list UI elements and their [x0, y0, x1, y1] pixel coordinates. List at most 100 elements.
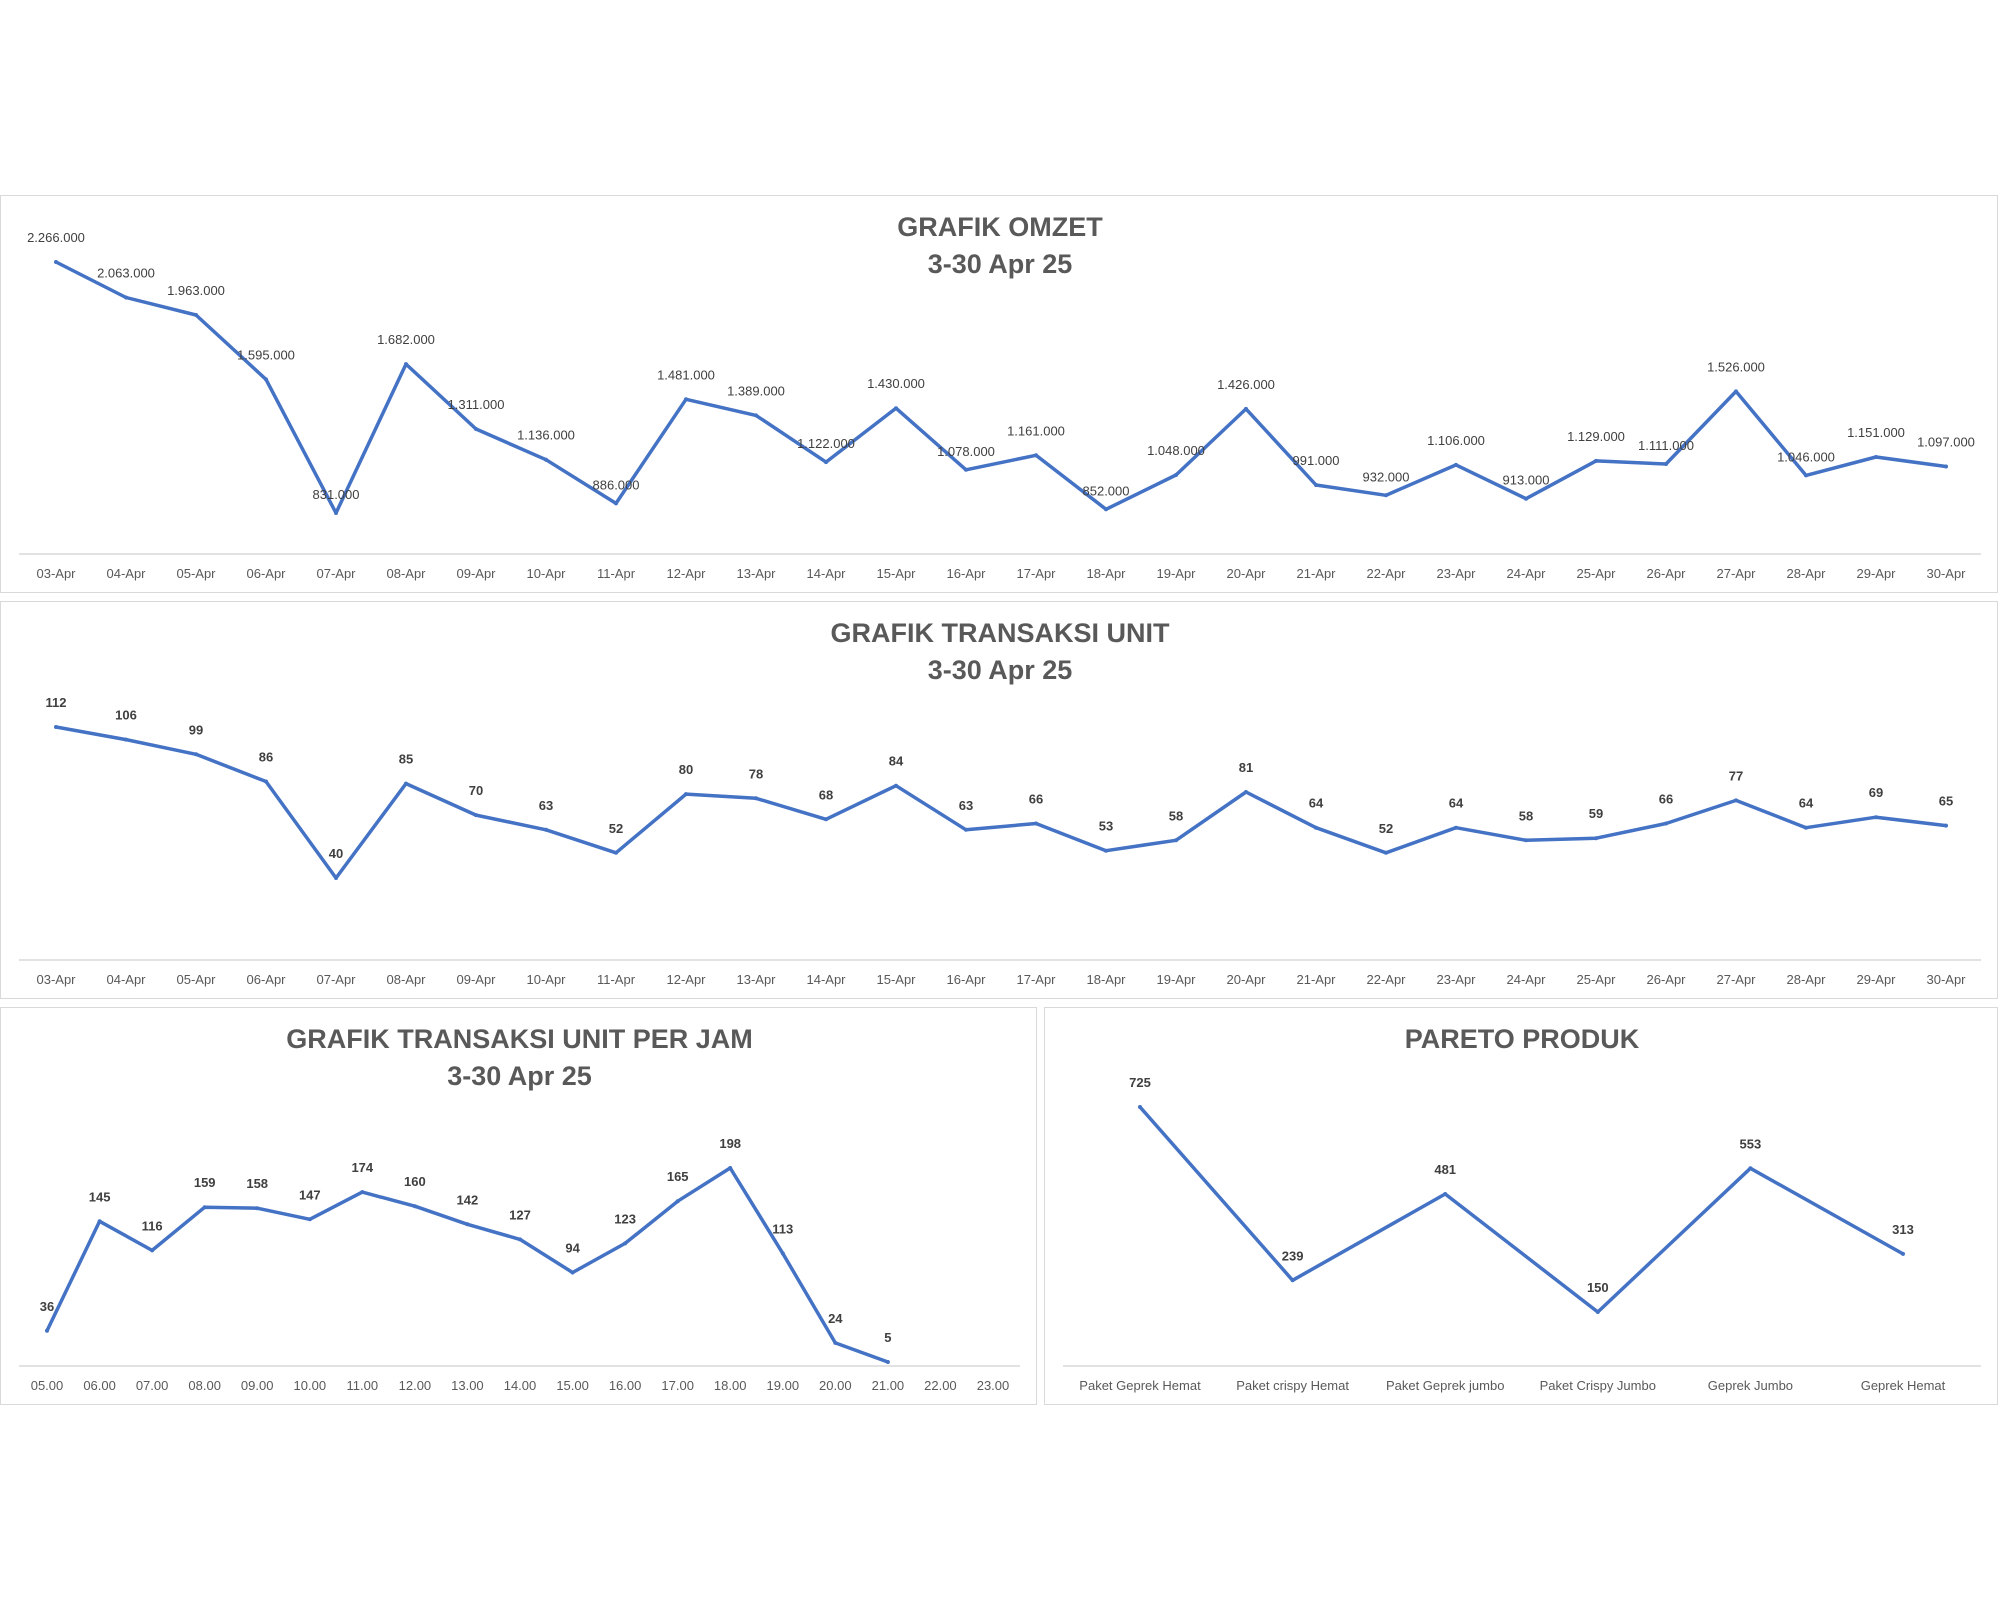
omzet-x-tick-label: 16-Apr — [946, 566, 986, 581]
transaksi-x-tick-label: 25-Apr — [1576, 972, 1616, 987]
omzet-data-label: 1.129.000 — [1567, 429, 1625, 444]
per-jam-x-tick-label: 22.00 — [924, 1378, 957, 1393]
omzet-point — [1384, 493, 1388, 498]
per-jam-x-tick-label: 08.00 — [188, 1378, 221, 1393]
omzet-x-tick-label: 03-Apr — [36, 566, 76, 581]
per-jam-title: GRAFIK TRANSAKSI UNIT PER JAM — [286, 1024, 753, 1054]
transaksi-point — [1454, 825, 1458, 830]
per-jam-x-tick-label: 20.00 — [819, 1378, 852, 1393]
transaksi-series-line — [54, 725, 1948, 880]
pareto-point — [1290, 1278, 1295, 1283]
omzet-data-label: 1.389.000 — [727, 383, 785, 398]
pareto-title: PARETO PRODUK — [1405, 1024, 1640, 1054]
omzet-data-label: 1.526.000 — [1707, 359, 1765, 374]
omzet-title: GRAFIK OMZET — [897, 212, 1103, 242]
transaksi-x-tick-label: 04-Apr — [106, 972, 146, 987]
transaksi-x-tick-label: 11-Apr — [597, 972, 636, 987]
pareto-produk-chart: PARETO PRODUK 725 239 481 150 553 313 Paket Gep… — [1063, 1024, 1981, 1393]
omzet-point — [894, 406, 898, 411]
transaksi-unit-chart: GRAFIK TRANSAKSI UNIT 3-30 Apr 25 112 106 99… — [19, 618, 1981, 987]
pareto-produk-chart-panel: PARETO PRODUK 725 239 481 150 553 313 Paket Gep… — [1044, 1007, 1998, 1405]
per-jam-x-tick-label: 09.00 — [241, 1378, 274, 1393]
transaksi-x-tick-label: 18-Apr — [1086, 972, 1126, 987]
transaksi-data-label: 58 — [1169, 808, 1183, 823]
transaksi-x-tick-label: 05-Apr — [176, 972, 216, 987]
transaksi-x-tick-label: 21-Apr — [1296, 972, 1336, 987]
omzet-point — [544, 457, 548, 462]
omzet-data-label: 1.430.000 — [867, 376, 925, 391]
pareto-series-line — [1138, 1105, 1905, 1314]
omzet-point — [684, 397, 688, 402]
per-jam-x-tick-label: 19.00 — [767, 1378, 800, 1393]
per-jam-subtitle: 3-30 Apr 25 — [447, 1061, 592, 1091]
transaksi-point — [1874, 815, 1878, 820]
per-jam-point — [518, 1237, 522, 1242]
transaksi-data-label: 86 — [259, 750, 273, 765]
transaksi-x-tick-label: 30-Apr — [1926, 972, 1966, 987]
omzet-data-label: 1.161.000 — [1007, 423, 1065, 438]
per-jam-x-tick-label: 10.00 — [294, 1378, 327, 1393]
pareto-point — [1748, 1166, 1753, 1171]
omzet-point — [474, 427, 478, 431]
per-jam-data-label: 123 — [614, 1211, 636, 1226]
transaksi-x-tick-label: 28-Apr — [1786, 972, 1826, 987]
transaksi-data-label: 66 — [1659, 792, 1673, 807]
per-jam-x-tick-label: 13.00 — [451, 1378, 484, 1393]
transaksi-point — [964, 827, 968, 832]
omzet-point — [404, 362, 408, 367]
per-jam-point — [360, 1190, 365, 1195]
omzet-point — [1664, 462, 1668, 466]
transaksi-data-label: 52 — [1379, 821, 1393, 836]
per-jam-data-label: 142 — [457, 1192, 479, 1207]
pareto-x-tick-label: Geprek Jumbo — [1708, 1378, 1793, 1393]
transaksi-point — [544, 827, 548, 832]
omzet-x-tick-label: 11-Apr — [597, 566, 636, 581]
omzet-subtitle: 3-30 Apr 25 — [928, 249, 1073, 279]
transaksi-point — [264, 779, 268, 784]
omzet-point — [1804, 473, 1808, 478]
per-jam-data-label: 158 — [246, 1176, 268, 1191]
per-jam-data-label: 113 — [772, 1221, 793, 1236]
transaksi-x-tick-label: 24-Apr — [1506, 972, 1546, 987]
transaksi-data-label: 78 — [749, 766, 763, 781]
omzet-x-tick-label: 13-Apr — [736, 566, 776, 581]
omzet-x-tick-label: 19-Apr — [1156, 566, 1196, 581]
omzet-point — [1174, 473, 1178, 477]
omzet-x-tick-label: 26-Apr — [1646, 566, 1686, 581]
omzet-point — [1034, 453, 1038, 458]
pareto-x-tick-label: Paket Geprek Hemat — [1079, 1378, 1201, 1393]
pareto-x-tick-label: Paket Geprek jumbo — [1386, 1378, 1505, 1393]
transaksi-per-jam-chart-panel: GRAFIK TRANSAKSI UNIT PER JAM 3-30 Apr 25… — [0, 1007, 1037, 1405]
omzet-x-tick-label: 23-Apr — [1436, 566, 1476, 581]
omzet-data-label: 1.048.000 — [1147, 443, 1205, 458]
transaksi-point — [1174, 838, 1178, 843]
omzet-point — [1104, 507, 1108, 512]
transaksi-subtitle: 3-30 Apr 25 — [928, 655, 1073, 685]
transaksi-x-tick-label: 03-Apr — [36, 972, 76, 987]
omzet-point — [194, 313, 198, 317]
transaksi-data-label: 84 — [889, 754, 904, 769]
transaksi-x-tick-label: 10-Apr — [526, 972, 566, 987]
transaksi-data-label: 52 — [609, 821, 623, 836]
omzet-point — [964, 467, 968, 472]
per-jam-x-tick-label: 05.00 — [31, 1378, 64, 1393]
pareto-data-label: 313 — [1892, 1222, 1914, 1237]
transaksi-point — [194, 752, 198, 757]
per-jam-data-label: 160 — [404, 1174, 426, 1189]
omzet-point — [1734, 389, 1738, 394]
per-jam-point — [255, 1206, 260, 1211]
per-jam-data-label: 147 — [299, 1187, 321, 1202]
transaksi-point — [124, 737, 128, 742]
per-jam-x-tick-label: 21.00 — [872, 1378, 905, 1393]
pareto-data-label: 725 — [1129, 1075, 1151, 1090]
per-jam-point — [623, 1241, 628, 1246]
per-jam-x-tick-label: 06.00 — [83, 1378, 116, 1393]
omzet-x-tick-label: 25-Apr — [1576, 566, 1616, 581]
omzet-x-tick-label: 08-Apr — [386, 566, 426, 581]
omzet-data-label: 2.063.000 — [97, 266, 155, 281]
per-jam-data-label: 24 — [828, 1311, 843, 1326]
transaksi-point — [1944, 823, 1948, 828]
omzet-x-tick-label: 15-Apr — [876, 566, 916, 581]
transaksi-data-label: 64 — [1799, 796, 1814, 811]
transaksi-x-tick-label: 26-Apr — [1646, 972, 1686, 987]
